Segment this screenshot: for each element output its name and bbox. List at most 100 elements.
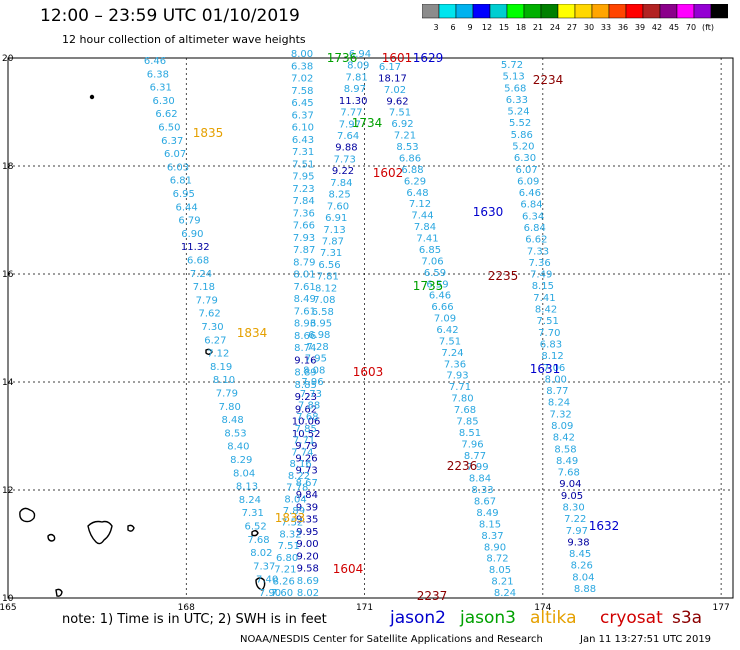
wave-height-value: 9.84 — [296, 490, 318, 501]
wave-height-value: 7.81 — [317, 272, 339, 283]
colorbar-tick-label: 39 — [635, 23, 645, 32]
lon-tick-label: 165 — [0, 603, 17, 613]
wave-height-value: 8.85 — [295, 380, 317, 391]
legend-cryosat: cryosat — [600, 608, 663, 628]
island-coastline — [19, 507, 36, 523]
wave-height-value: 7.93 — [293, 233, 315, 244]
wave-height-value: 8.09 — [347, 61, 369, 72]
wave-height-value: 6.84 — [524, 223, 546, 234]
wave-height-value: 8.05 — [489, 565, 511, 576]
wave-height-value: 8.74 — [294, 343, 316, 354]
wave-height-value: 7.24 — [441, 348, 463, 359]
wave-height-value: 6.50 — [158, 123, 180, 134]
wave-height-value: 9.05 — [561, 491, 583, 502]
wave-height-value: 6.17 — [379, 62, 401, 73]
wave-height-value: 7.21 — [394, 131, 416, 142]
wave-height-value: 9.26 — [295, 453, 317, 464]
wave-height-value: 7.13 — [323, 225, 345, 236]
wave-height-value: 6.81 — [170, 176, 192, 187]
wave-height-value: 7.22 — [564, 514, 586, 525]
wave-height-value: 6.30 — [514, 153, 536, 164]
wave-height-value: 7.66 — [293, 221, 315, 232]
wave-height-value: 9.35 — [296, 515, 318, 526]
wave-height-value: 7.41 — [533, 293, 555, 304]
wave-height-value: 8.69 — [297, 576, 319, 587]
wave-height-value: 8.72 — [486, 554, 508, 565]
wave-height-value: 6.03 — [167, 162, 189, 173]
wave-height-value: 8.00 — [545, 374, 567, 385]
wave-height-value: 6.68 — [187, 256, 209, 267]
lon-tick-label: 168 — [178, 603, 195, 613]
wave-height-value: 8.00 — [291, 49, 313, 60]
wave-height-value: 8.26 — [273, 576, 295, 587]
wave-height-value: 6.34 — [522, 211, 544, 222]
wave-height-value: 7.49 — [530, 270, 552, 281]
wave-height-value: 7.61 — [293, 282, 315, 293]
wave-height-value: 7.40 — [256, 575, 278, 586]
wave-height-value: 8.29 — [230, 455, 252, 466]
wave-height-value: 8.79 — [293, 257, 315, 268]
wave-height-value: 8.02 — [297, 588, 319, 599]
colorbar-tick-label: 45 — [669, 23, 679, 32]
wave-height-value: 7.87 — [293, 245, 315, 256]
wave-height-value: 6.79 — [178, 216, 200, 227]
wave-height-value: 7.06 — [421, 256, 443, 267]
wave-height-value: 5.86 — [511, 130, 533, 141]
wave-height-value: 8.88 — [574, 584, 596, 595]
pass-id-label: 1604 — [333, 562, 364, 576]
wave-height-value: 8.37 — [481, 531, 503, 542]
wave-height-value: 8.15 — [532, 281, 554, 292]
map-title: 12:00 – 23:59 UTC 01/10/2019 — [40, 6, 300, 26]
wave-height-value: 8.24 — [239, 495, 261, 506]
wave-height-value: 9.16 — [294, 355, 316, 366]
wave-height-value: 8.13 — [236, 482, 258, 493]
lat-tick-label: 18 — [2, 162, 14, 172]
wave-height-value: 8.84 — [469, 474, 491, 485]
wave-height-value: 7.60 — [271, 588, 293, 599]
wave-height-value: 8.01 — [293, 270, 315, 281]
wave-height-value: 7.80 — [451, 394, 473, 405]
wave-height-value: 5.20 — [512, 142, 534, 153]
wave-height-value: 7.18 — [193, 282, 215, 293]
lat-tick-label: 12 — [2, 486, 13, 496]
wave-height-value: 7.30 — [201, 322, 223, 333]
wave-height-value: 6.09 — [517, 176, 539, 187]
wave-height-value: 11.30 — [339, 96, 368, 107]
wave-height-value: 7.23 — [292, 184, 314, 195]
wave-height-value: 5.68 — [504, 83, 526, 94]
wave-height-value: 7.51 — [439, 336, 461, 347]
pass-id-label: 1602 — [373, 166, 404, 180]
wave-height-value: 10.06 — [292, 417, 321, 428]
wave-height-value: 7.51 — [537, 316, 559, 327]
wave-height-value: 18.17 — [378, 73, 407, 84]
wave-height-value: 5.24 — [507, 107, 529, 118]
colorbar-tick-label: 30 — [584, 23, 594, 32]
wave-height-value: 7.62 — [198, 309, 220, 320]
pass-id-label: 1833 — [275, 511, 306, 525]
wave-height-value: 7.31 — [292, 147, 314, 158]
wave-height-value: 7.52 — [281, 518, 303, 529]
wave-height-value: 9.62 — [295, 404, 317, 415]
wave-height-value: 7.96 — [461, 439, 483, 450]
island-coastline — [127, 524, 135, 532]
wave-height-value: 8.49 — [556, 456, 578, 467]
pass-id-label: 1834 — [237, 326, 268, 340]
wave-height-value: 8.58 — [554, 444, 576, 455]
wave-height-value: 6.58 — [312, 307, 334, 318]
wave-height-value: 9.04 — [559, 479, 581, 490]
wave-height-value: 7.51 — [278, 541, 300, 552]
wave-height-value: 6.45 — [291, 98, 313, 109]
wave-height-value: 8.89 — [294, 368, 316, 379]
wave-height-value: 8.48 — [221, 415, 243, 426]
wave-height-value: 7.97 — [339, 119, 361, 130]
wave-height-value: 6.43 — [292, 135, 314, 146]
wave-height-value: 8.66 — [294, 331, 316, 342]
wave-height-value: 7.06 — [543, 363, 565, 374]
wave-height-value: 6.84 — [520, 200, 542, 211]
wave-height-value: 6.46 — [144, 56, 166, 67]
map-frame — [7, 57, 734, 599]
wave-height-value: 6.44 — [175, 202, 197, 213]
island-coastline — [55, 588, 63, 597]
lat-tick-label: 16 — [2, 270, 14, 280]
